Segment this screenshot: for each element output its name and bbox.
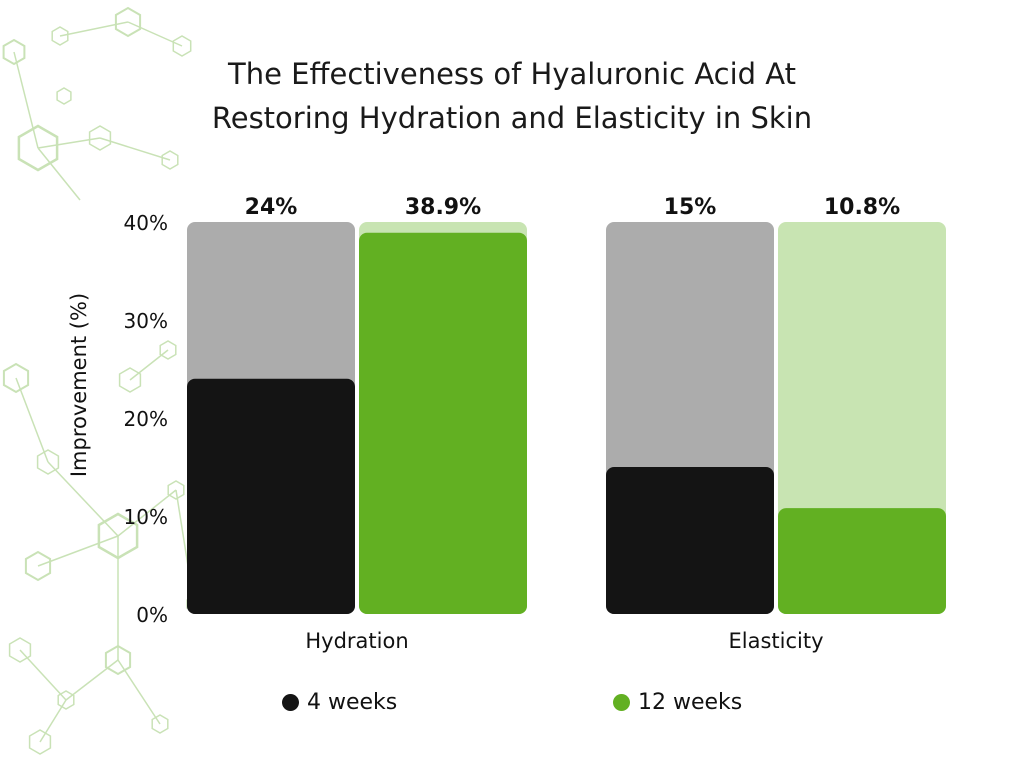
legend-label-4-weeks: 4 weeks bbox=[307, 690, 398, 715]
data-label-elasticity-12-weeks: 10.8% bbox=[824, 195, 900, 220]
y-tick-label-4: 40% bbox=[124, 211, 168, 235]
data-label-hydration-4-weeks: 24% bbox=[245, 195, 298, 220]
y-axis-label: Improvement (%) bbox=[67, 293, 91, 477]
chart-title-line-2: Restoring Hydration and Elasticity in Sk… bbox=[211, 101, 813, 135]
bar-elasticity-4-weeks bbox=[606, 467, 774, 614]
legend-label-12-weeks: 12 weeks bbox=[638, 690, 743, 715]
data-label-elasticity-4-weeks: 15% bbox=[664, 195, 717, 220]
y-tick-label-0: 0% bbox=[136, 603, 168, 627]
bar-hydration-12-weeks bbox=[359, 232, 527, 614]
legend-item-12-weeks: 12 weeks bbox=[613, 690, 742, 715]
legend-swatch-12-weeks bbox=[613, 694, 630, 711]
legend-swatch-4-weeks bbox=[282, 694, 299, 711]
x-category-label-elasticity: Elasticity bbox=[728, 629, 823, 653]
bar-hydration-4-weeks bbox=[187, 378, 355, 614]
y-tick-label-1: 10% bbox=[124, 505, 168, 529]
bar-elasticity-12-weeks bbox=[778, 508, 946, 614]
y-tick-label-3: 30% bbox=[124, 309, 168, 333]
x-category-label-hydration: Hydration bbox=[305, 629, 408, 653]
data-label-hydration-12-weeks: 38.9% bbox=[405, 195, 481, 220]
legend-item-4-weeks: 4 weeks bbox=[282, 690, 397, 715]
y-tick-label-2: 20% bbox=[124, 407, 168, 431]
chart-title-line-1: The Effectiveness of Hyaluronic Acid At bbox=[228, 57, 796, 91]
